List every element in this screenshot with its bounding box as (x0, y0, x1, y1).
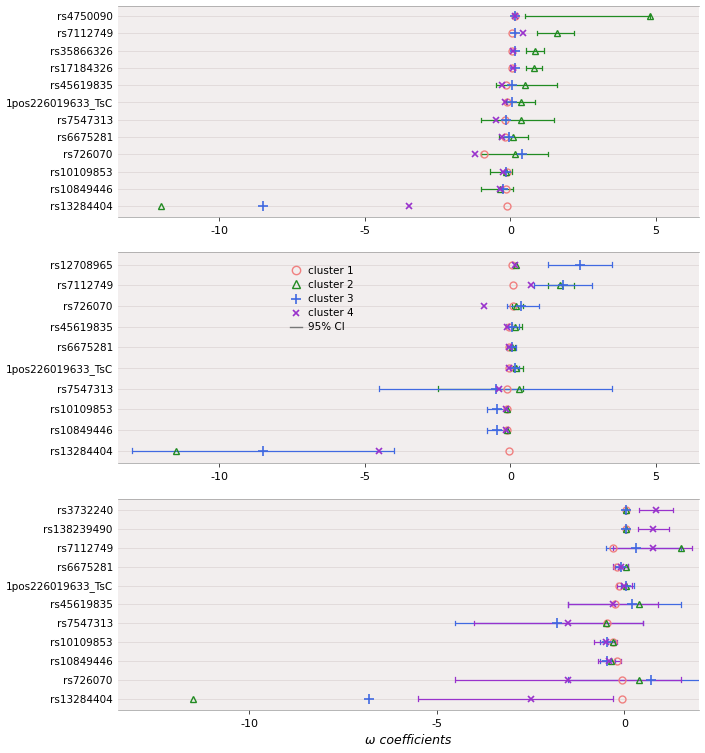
X-axis label: ω coefficients: ω coefficients (365, 734, 452, 748)
Legend: cluster 1, cluster 2, cluster 3, cluster 4, 95% CI: cluster 1, cluster 2, cluster 3, cluster… (286, 261, 357, 337)
